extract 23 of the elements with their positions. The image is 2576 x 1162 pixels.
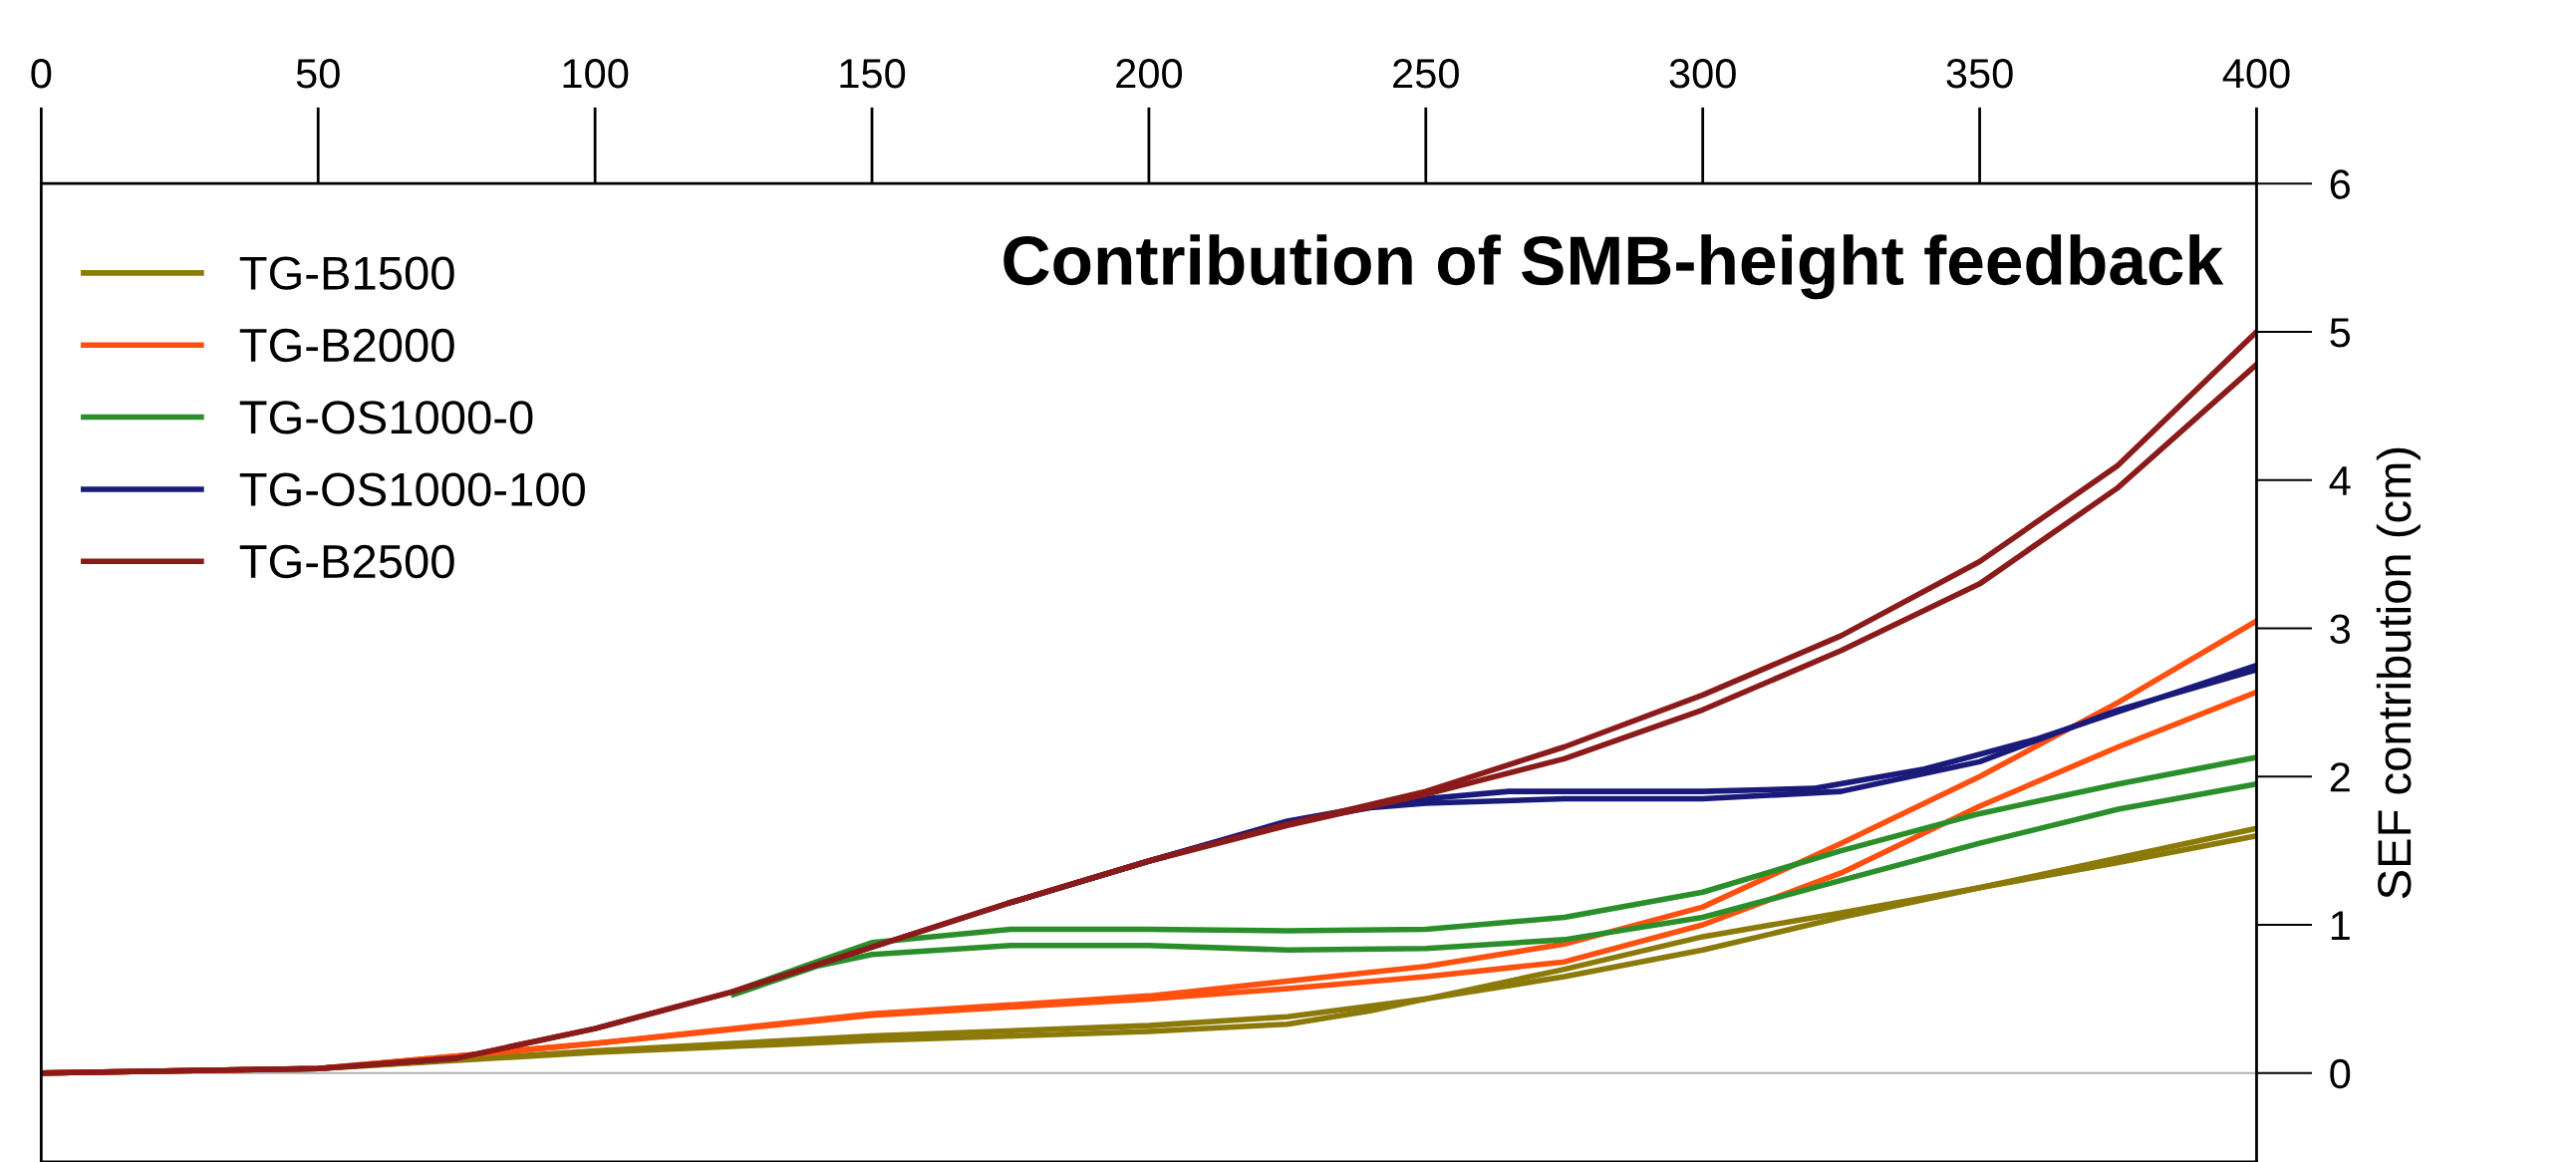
x-tick-label: 0 [31,58,52,89]
legend-label: TG-B2000 [239,328,454,363]
x-tick-label: 300 [1669,58,1736,89]
y-tick-label: 5 [2330,318,2351,348]
legend-label: TG-B1500 [239,256,454,290]
x-tick-label: 350 [1946,58,2013,89]
x-tick-label: 250 [1393,58,1459,89]
x-tick-label: 50 [296,58,340,89]
y-axis-title: SEF contribution (cm) [2376,447,2421,899]
text: Contribution of SMB-height feedback [1003,234,2224,300]
y-tick-label: 4 [2329,466,2351,495]
y-tick-label: 2 [2330,762,2350,792]
legend-label: TG-OS1000-100 [239,472,585,506]
y-tick-label: 0 [2330,1058,2351,1089]
y-tick-label: 1 [2331,911,2350,941]
y-tick-label: 6 [2330,169,2351,199]
x-tick-label: 400 [2222,58,2290,89]
x-tick-label: 100 [563,58,629,89]
legend-label: TG-OS1000-0 [239,401,533,435]
legend-label: TG-B2500 [239,544,454,579]
x-tick-label: 200 [1116,58,1183,89]
y-tick-label: 3 [2330,614,2351,644]
x-tick-label: 150 [840,58,906,89]
